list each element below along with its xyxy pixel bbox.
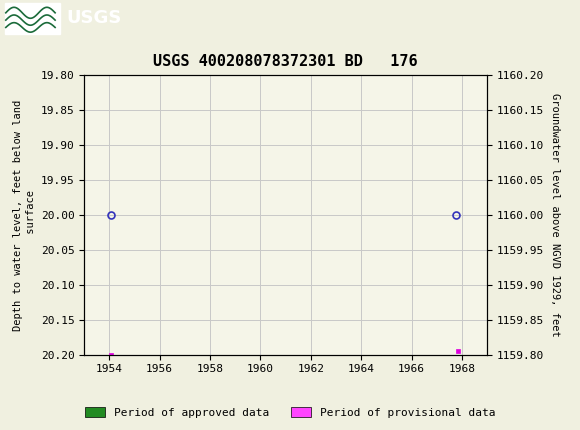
Title: USGS 400208078372301 BD   176: USGS 400208078372301 BD 176 (153, 53, 418, 68)
Legend: Period of approved data, Period of provisional data: Period of approved data, Period of provi… (80, 403, 500, 422)
Y-axis label: Groundwater level above NGVD 1929, feet: Groundwater level above NGVD 1929, feet (550, 93, 560, 337)
Text: USGS: USGS (67, 9, 122, 27)
Bar (5, 3, 60, 34)
Y-axis label: Depth to water level, feet below land
 surface: Depth to water level, feet below land su… (13, 99, 37, 331)
